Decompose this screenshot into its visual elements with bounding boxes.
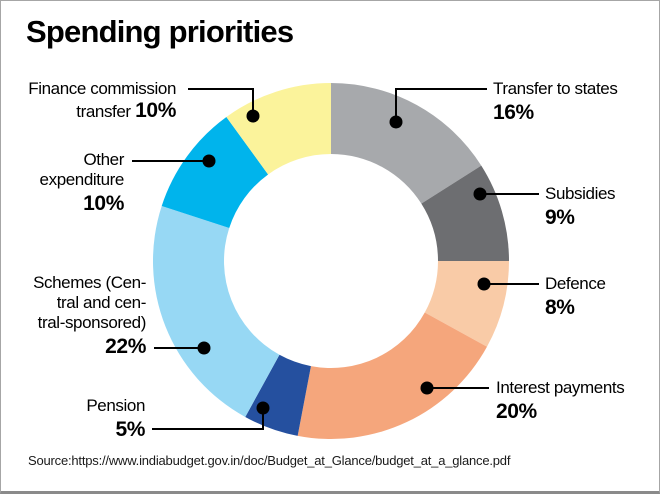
- callout-dot-icon: [202, 154, 216, 168]
- donut-segment-interest-payments: [297, 312, 487, 440]
- callout-line: [188, 88, 254, 116]
- callout-text: Transfer to states: [493, 79, 618, 98]
- callout-label-transfer-to-states: Transfer to states 16%: [493, 79, 618, 124]
- callout-text: expenditure: [39, 170, 125, 189]
- callout-value: 16%: [493, 101, 534, 124]
- callout-value: 20%: [496, 400, 537, 423]
- callout-connector-transfer-to-states: [389, 88, 487, 129]
- callout-text: transfer: [76, 102, 131, 121]
- callout-label-pension: Pension 5%: [86, 396, 145, 441]
- callout-connector-other-expenditure: [132, 154, 216, 168]
- callout-dot-icon: [256, 401, 270, 415]
- callout-dot-icon: [477, 277, 491, 291]
- donut-segment-pension: [245, 354, 311, 436]
- callout-text: Defence: [545, 274, 606, 293]
- callout-label-schemes: Schemes (Cen- tral and cen- tral-sponsor…: [33, 273, 146, 358]
- callout-text: Finance commission: [28, 79, 176, 98]
- donut-segment-other-expenditure: [161, 116, 269, 228]
- callout-label-subsidies: Subsidies 9%: [545, 184, 616, 229]
- callout-dot-icon: [197, 341, 211, 355]
- callout-text: Subsidies: [545, 184, 616, 203]
- callout-label-other-expenditure: Other expenditure 10%: [39, 150, 125, 215]
- donut-segment-schemes-central-and-central-sponsored: [152, 205, 280, 417]
- callout-dot-icon: [473, 187, 487, 201]
- callout-dot-icon: [389, 115, 403, 129]
- callout-text: Schemes (Cen-: [33, 273, 146, 292]
- callout-connector-interest-payments: [420, 381, 489, 395]
- callout-value: 9%: [545, 206, 575, 229]
- source-text: Source:https://www.indiabudget.gov.in/do…: [28, 453, 511, 468]
- donut-segment-transfer-to-states: [331, 83, 482, 204]
- callout-line: [395, 88, 487, 122]
- callout-value: 5%: [115, 418, 145, 441]
- callout-dot-icon: [246, 109, 260, 123]
- donut-segments: [152, 83, 509, 440]
- callout-value: 8%: [545, 296, 575, 319]
- callout-text: Pension: [86, 396, 145, 415]
- callout-connector-subsidies: [473, 187, 539, 201]
- callout-value: 22%: [105, 335, 146, 358]
- callout-label-interest-payments: Interest payments 20%: [496, 378, 625, 423]
- callout-connector-finance-commission-transfer: [188, 88, 260, 123]
- page-title: Spending priorities: [26, 14, 294, 49]
- callout-label-defence: Defence 8%: [545, 274, 606, 319]
- callout-value: 10%: [135, 99, 176, 122]
- callout-connector-schemes: [154, 341, 211, 355]
- callout-connector-pension: [152, 401, 270, 430]
- callout-connector-defence: [477, 277, 539, 291]
- callout-text: Other: [83, 150, 124, 169]
- callout-value: 10%: [83, 192, 124, 215]
- callout-text: tral-sponsored): [37, 313, 147, 332]
- callout-line: [152, 408, 264, 430]
- callout-label-finance-commission-transfer: Finance commission transfer 10%: [28, 79, 176, 124]
- callout-text: tral and cen-: [56, 293, 147, 312]
- callout-text: Interest payments: [496, 378, 625, 397]
- callout-dot-icon: [420, 381, 434, 395]
- donut-segment-subsidies: [421, 165, 509, 261]
